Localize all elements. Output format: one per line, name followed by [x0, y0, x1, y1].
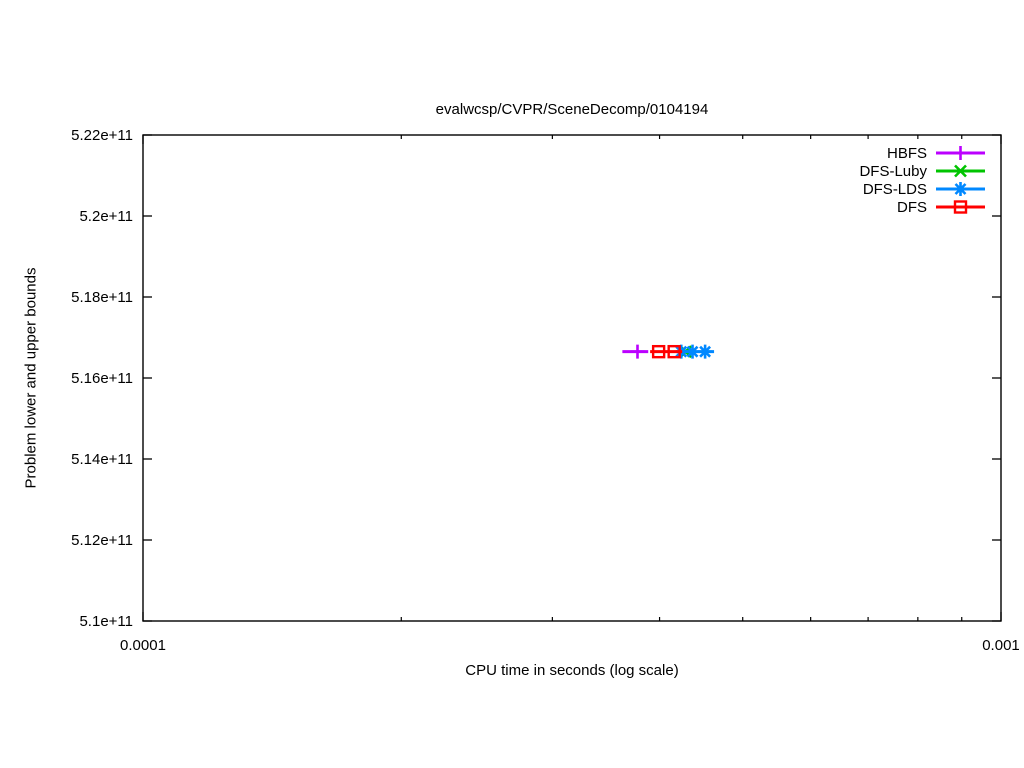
series-marker-DFS-LDS	[685, 344, 700, 359]
series-marker-DFS-LDS	[698, 344, 713, 359]
x-axis-label: CPU time in seconds (log scale)	[465, 662, 679, 679]
y-tick-label: 5.2e+11	[79, 208, 133, 225]
y-tick-label: 5.14e+11	[71, 451, 133, 468]
y-tick-label: 5.16e+11	[71, 370, 133, 387]
series-marker-DFS	[667, 344, 681, 359]
legend-sample-marker-DFS	[953, 200, 968, 214]
y-tick-label: 5.18e+11	[71, 289, 133, 306]
series-marker-HBFS	[630, 344, 645, 359]
legend-sample-marker-DFS-Luby	[954, 164, 967, 178]
legend-sample-marker-HBFS	[953, 146, 968, 160]
series-marker-DFS	[651, 344, 666, 359]
x-tick-label: 0.0001	[120, 637, 166, 654]
legend-label-DFS: DFS	[897, 199, 927, 216]
legend-label-DFS-Luby: DFS-Luby	[859, 163, 927, 180]
legend-label-DFS-LDS: DFS-LDS	[863, 181, 927, 198]
y-tick-label: 5.1e+11	[79, 613, 133, 630]
y-tick-label: 5.22e+11	[71, 127, 133, 144]
chart-title: evalwcsp/CVPR/SceneDecomp/0104194	[435, 101, 709, 118]
plot-border	[142, 134, 1002, 622]
y-tick-label: 5.12e+11	[71, 532, 133, 549]
x-tick-label: 0.001	[982, 637, 1020, 654]
legend-sample-marker-DFS-LDS	[953, 182, 968, 196]
legend-label-HBFS: HBFS	[887, 145, 927, 162]
